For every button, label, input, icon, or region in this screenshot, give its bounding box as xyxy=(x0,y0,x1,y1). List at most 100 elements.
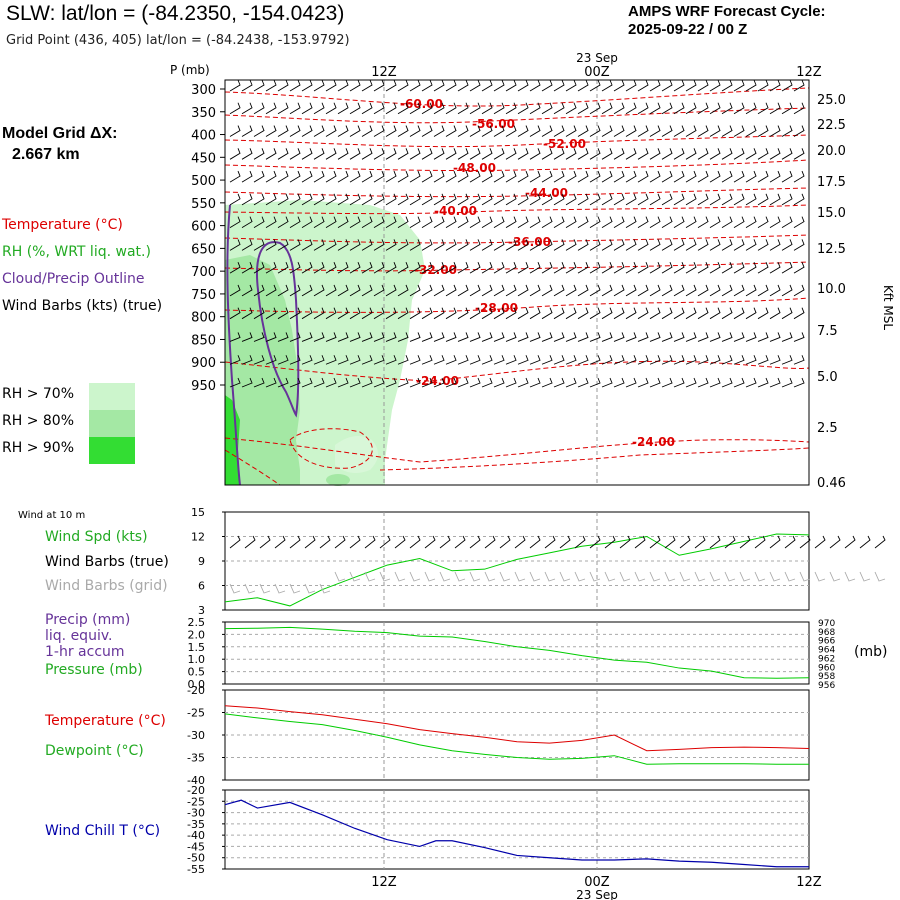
rh80-blob xyxy=(326,474,350,486)
legend-rh70-label: RH > 70% xyxy=(2,386,75,402)
height-tick-label: 22.5 xyxy=(817,118,846,133)
height-tick-label: 25.0 xyxy=(817,93,846,108)
wind-barb-row-300 xyxy=(229,79,805,92)
panel-frame-1 xyxy=(224,511,810,611)
wind-tick-label: 15 xyxy=(191,506,205,519)
wind-speed-line xyxy=(224,533,810,607)
pressure-tick-label: 958 xyxy=(818,672,835,682)
height-tick-label: 17.5 xyxy=(817,175,846,190)
legend-wind-barbs-grid: Wind Barbs (grid) xyxy=(45,578,168,594)
pressure-tick-label: 550 xyxy=(191,197,216,212)
temperature-tick-label: -40 xyxy=(187,774,205,787)
panel-frame-2 xyxy=(224,621,810,685)
temperature-contour-label: -44.00 xyxy=(525,186,568,200)
wind-barbs-true xyxy=(229,535,886,549)
legend-rh70-swatch xyxy=(89,383,135,410)
temperature-tick-label: -20 xyxy=(187,684,205,697)
height-axis-label: Kft MSL xyxy=(881,285,895,330)
panel-frame-3 xyxy=(224,689,810,781)
rh80-area xyxy=(225,255,300,485)
wind-tick-label: 3 xyxy=(198,604,205,617)
wind-barb-row-400 xyxy=(229,125,805,137)
panel-frame-4 xyxy=(224,789,810,870)
wind-barb-row-750 xyxy=(229,284,805,297)
wind-barb-row-350 xyxy=(229,102,805,115)
windchill-tick-label: -40 xyxy=(187,829,205,842)
pressure-tick-label: 950 xyxy=(191,379,216,394)
precip-tick-label: 0.5 xyxy=(188,666,206,679)
rh90-area xyxy=(225,395,240,485)
time-label-bottom-12z-2: 12Z xyxy=(796,875,822,890)
wind-barbs-grid xyxy=(229,571,886,594)
pressure-tick-label: 700 xyxy=(191,265,216,280)
height-tick-label: 10.0 xyxy=(817,282,846,297)
legend-rh80-label: RH > 80% xyxy=(2,413,75,429)
model-dx-value: 2.667 km xyxy=(12,146,80,163)
cloud-outline-1 xyxy=(226,204,241,486)
temperature-contour-label: -28.00 xyxy=(475,301,518,315)
pressure-tick-label: 956 xyxy=(818,681,835,691)
wind-barb-row-900 xyxy=(229,355,805,365)
windchill-tick-label: -20 xyxy=(187,784,205,797)
pressure-tick-label: 968 xyxy=(818,628,835,638)
windchill-tick-label: -50 xyxy=(187,852,205,865)
pressure-tick-label: 750 xyxy=(191,288,216,303)
temperature-contour-label: -56.00 xyxy=(472,117,515,131)
legend-precip: Precip (mm) xyxy=(45,612,131,628)
temperature-contour-label: -48.00 xyxy=(453,161,496,175)
time-label-top-12z-2: 12Z xyxy=(796,65,822,80)
temperature-contour-label: -24.00 xyxy=(632,435,675,449)
height-tick-label: 20.0 xyxy=(817,144,846,159)
forecast-cycle-value: 2025-09-22 / 00 Z xyxy=(628,21,748,38)
temperature-contour-11 xyxy=(379,447,810,471)
temperature-contour-3 xyxy=(224,159,810,172)
pressure-unit-label: (mb) xyxy=(854,644,888,660)
wind-panel-title: Wind at 10 m xyxy=(18,510,86,521)
temperature-contour-2 xyxy=(224,134,810,148)
pressure-tick-label: 450 xyxy=(191,151,216,166)
windchill-tick-label: -30 xyxy=(187,807,205,820)
pressure-line xyxy=(224,626,810,679)
temperature-contour-4 xyxy=(224,187,810,198)
temperature-contour-6 xyxy=(224,234,810,244)
rh70-blob xyxy=(335,436,379,474)
forecast-cycle-label: AMPS WRF Forecast Cycle: xyxy=(628,3,826,20)
windchill-tick-label: -35 xyxy=(187,818,205,831)
legend-rh80-swatch xyxy=(89,410,135,437)
temperature-contour-0 xyxy=(224,87,810,107)
wind-barb-row-950 xyxy=(229,377,805,388)
temperature-contour-5 xyxy=(224,204,810,215)
legend-precip-accum: 1-hr accum xyxy=(45,644,125,660)
legend-windchill: Wind Chill T (°C) xyxy=(45,823,161,839)
temperature-tick-label: -35 xyxy=(187,752,205,765)
dewpoint-line xyxy=(224,713,809,765)
pressure-tick-label: 964 xyxy=(818,646,835,656)
pressure-tick-label: 966 xyxy=(818,637,835,647)
legend-rh: RH (%, WRT liq. wat.) xyxy=(2,244,151,260)
legend-wind-barbs: Wind Barbs (kts) (true) xyxy=(2,298,163,314)
legend-pressure: Pressure (mb) xyxy=(45,662,143,678)
pressure-tick-label: 900 xyxy=(191,356,216,371)
temperature-contour-label: -24.00 xyxy=(416,374,459,388)
height-tick-label: 2.5 xyxy=(817,421,838,436)
time-label-top-00z: 00Z xyxy=(584,65,610,80)
temperature-tick-label: -30 xyxy=(187,729,205,742)
legend-wind-speed: Wind Spd (kts) xyxy=(45,529,148,545)
wind-tick-label: 9 xyxy=(198,555,205,568)
model-dx-label: Model Grid ΔX: xyxy=(2,125,118,142)
legend-cloud-outline: Cloud/Precip Outline xyxy=(2,271,145,287)
height-tick-label: 15.0 xyxy=(817,206,846,221)
page-title: SLW: lat/lon = (-84.2350, -154.0423) xyxy=(6,2,345,25)
grid-point-subtitle: Grid Point (436, 405) lat/lon = (-84.243… xyxy=(6,33,350,48)
legend-rh90-label: RH > 90% xyxy=(2,440,75,456)
wind-barb-row-500 xyxy=(229,170,805,183)
temperature-contour-9 xyxy=(224,360,810,382)
pressure-tick-label: 962 xyxy=(818,654,835,664)
precip-tick-label: 1.0 xyxy=(188,653,206,666)
pressure-tick-label: 850 xyxy=(191,333,216,348)
temperature-line xyxy=(224,705,810,752)
sounding-frame xyxy=(224,79,810,486)
pressure-tick-label: 800 xyxy=(191,311,216,326)
wind-barb-row-700 xyxy=(229,261,805,274)
height-tick-label: 7.5 xyxy=(817,324,838,339)
